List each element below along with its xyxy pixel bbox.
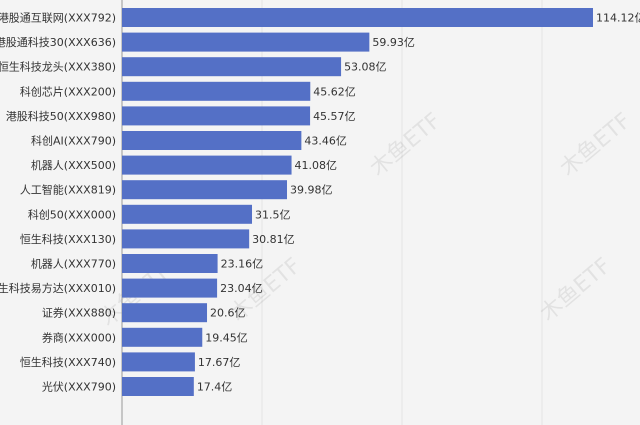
watermark-text: 木鱼ETF [556,108,636,181]
bar-5 [122,131,302,150]
bar-0 [122,8,593,27]
bar-7 [122,180,288,200]
category-labels: 港股通互联网(XXX792) 港股通科技30(XXX636) 恒生科技龙头(XXX3… [0,12,116,394]
bar-14 [122,352,195,372]
category-label-15: 光伏(XXX790) [42,380,116,394]
value-label-11: 23.04亿 [220,282,263,295]
bar-3 [122,81,311,101]
watermark-text: 木鱼ETF [366,108,446,181]
bar-2 [122,57,342,77]
value-label-14: 17.67亿 [198,356,241,369]
category-label-4: 港股科技50(XXX980) [6,109,116,123]
value-label-4: 45.57亿 [313,110,356,123]
value-label-10: 23.16亿 [221,258,263,271]
bar-15 [122,377,194,396]
bar-4 [122,106,311,126]
value-label-0: 114.12亿 [596,12,640,25]
value-label-13: 19.45亿 [205,331,248,344]
category-label-10: 机器人(XXX770) [31,257,116,271]
category-label-5: 科创AI(XXX790) [31,134,116,148]
bar-12 [122,303,208,323]
bar-13 [122,327,203,347]
category-label-1: 港股通科技30(XXX636) [0,35,116,49]
watermark-text: 木鱼ETF [536,253,616,326]
bar-1 [122,32,370,52]
category-label-6: 机器人(XXX500) [31,158,116,172]
category-label-12: 证券(XXX880) [42,306,116,320]
category-label-7: 人工智能(XXX819) [20,183,116,197]
bars [122,8,593,396]
bar-6 [122,155,292,175]
category-label-13: 券商(XXX000) [42,330,116,344]
bar-11 [122,278,218,298]
category-label-3: 科创芯片(XXX200) [20,84,116,98]
value-label-8: 31.5亿 [255,208,290,221]
category-label-9: 恒生科技(XXX130) [20,232,116,246]
value-label-12: 20.6亿 [210,307,246,320]
value-label-9: 30.81亿 [252,233,295,246]
value-label-1: 59.93亿 [372,36,415,49]
category-label-8: 科创50(XXX000) [28,207,116,221]
category-label-0: 港股通互联网(XXX792) [0,12,116,25]
value-label-6: 41.08亿 [295,159,338,172]
value-labels: 114.12亿 59.93亿 53.08亿 45.62亿 45.57亿 43.46亿 41.… [197,12,640,394]
category-label-2: 恒生科技龙头(XXX380) [0,60,116,74]
value-label-2: 53.08亿 [344,61,387,74]
value-label-5: 43.46亿 [304,135,347,148]
bar-8 [122,204,253,224]
bar-9 [122,229,250,249]
value-label-3: 45.62亿 [313,85,356,98]
value-label-15: 17.4亿 [197,381,233,394]
category-label-11: 恒生科技易方达(XXX010) [0,281,116,295]
value-label-7: 39.98亿 [290,184,333,197]
bar-10 [122,254,218,273]
category-label-14: 恒生科技(XXX740) [20,355,116,369]
